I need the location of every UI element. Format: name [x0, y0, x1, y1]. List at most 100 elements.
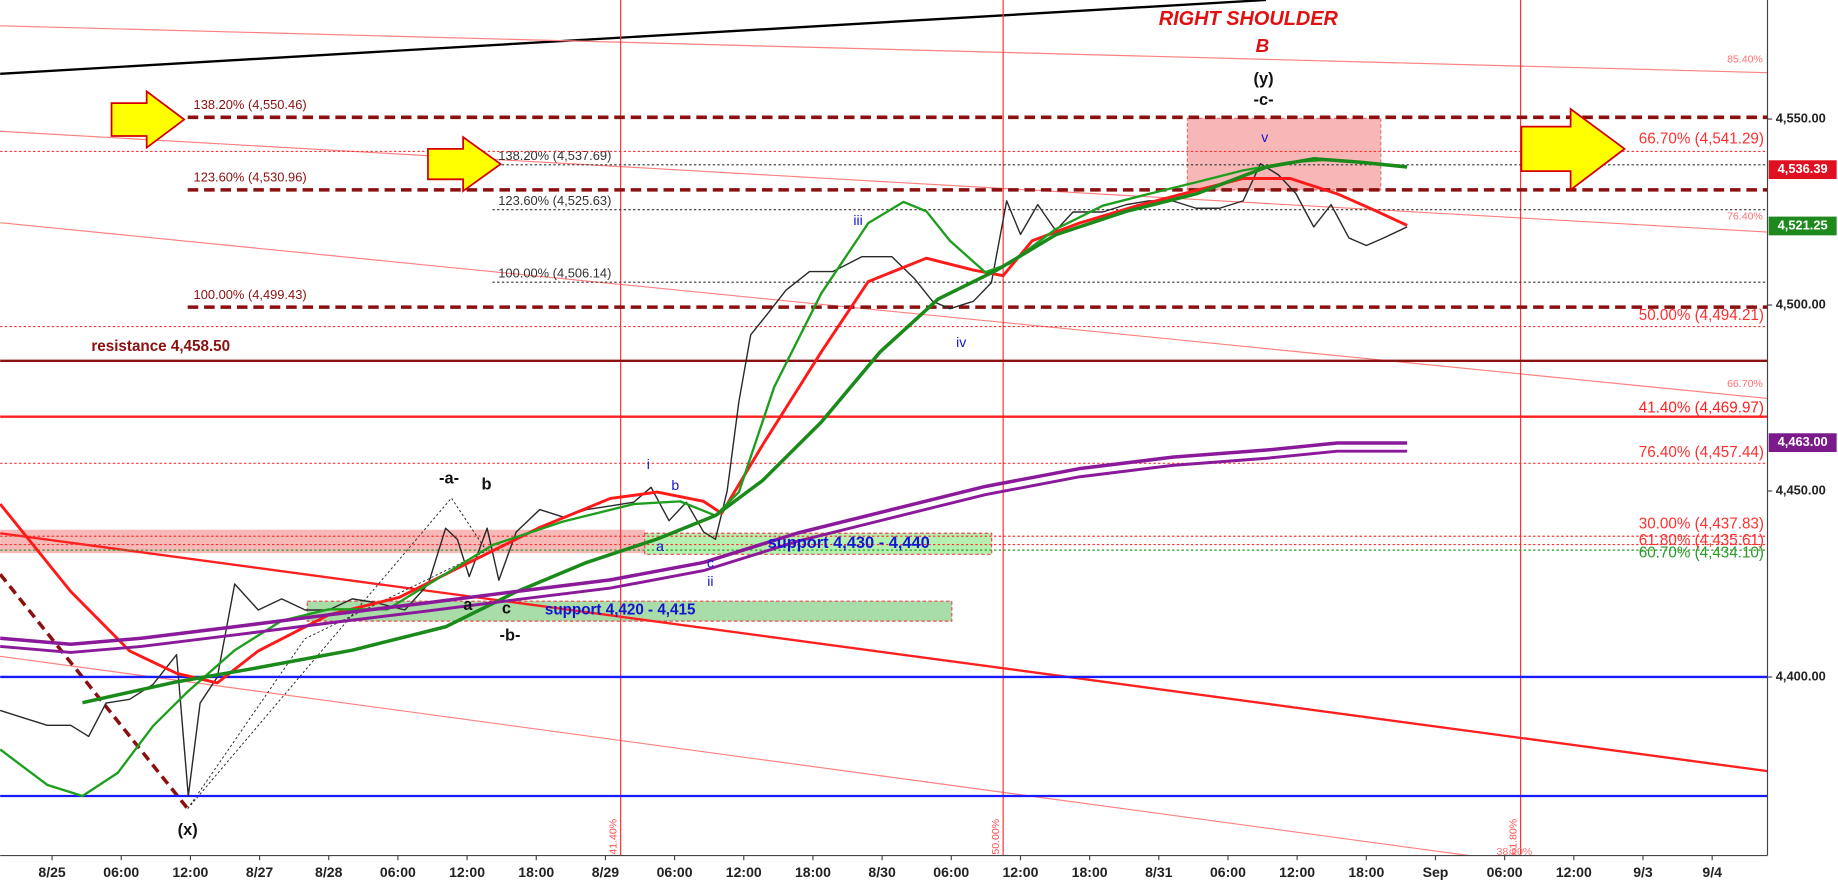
trendline [0, 573, 190, 810]
level-label: 41.40% (4,469.97) [1639, 400, 1764, 417]
trendlines [0, 0, 1768, 862]
level-label: 30.00% (4,437.83) [1639, 516, 1764, 533]
levels: 41.40% 50.00% 61.80% 138.20% (4,550.46) 123.… [0, 0, 1768, 856]
trendline [0, 222, 1768, 400]
price-label-box [1768, 433, 1837, 453]
level-label: 100.00% (4,499.43) [194, 287, 307, 302]
x-tick-label: 06:00 [657, 864, 693, 880]
level-label: 123.60% (4,525.63) [498, 193, 611, 208]
x-tick-label: 9/3 [1633, 864, 1653, 880]
trendline [0, 655, 1513, 862]
annotations: RIGHT SHOULDER B (y) -c- v iii iv i b a … [91, 8, 1762, 858]
x-tick-label: 12:00 [726, 864, 762, 880]
moving-average-band [0, 449, 1408, 654]
resistance-zone [0, 529, 645, 554]
trendline [187, 497, 488, 809]
annotation: RIGHT SHOULDER [1159, 8, 1339, 30]
annotation: iii [853, 212, 862, 228]
level-label: 100.00% (4,506.14) [498, 265, 611, 280]
x-tick-label: 12:00 [1556, 864, 1592, 880]
arrow [110, 89, 186, 150]
moving-average [0, 158, 1408, 798]
y-tick-label: 4,550.00 [1776, 110, 1826, 125]
vertical-line-label: 41.40% [607, 819, 619, 855]
annotation: a [463, 596, 473, 614]
price-label-box [1768, 216, 1837, 236]
x-tick-label: 06:00 [1210, 864, 1246, 880]
y-tick-label: 4,450.00 [1776, 482, 1826, 497]
x-tick-label: 06:00 [1487, 864, 1523, 880]
annotation: -c- [1254, 91, 1274, 109]
annotation: i [647, 456, 650, 472]
x-tick-label: 12:00 [449, 864, 485, 880]
x-tick-label: 18:00 [1348, 864, 1384, 880]
x-tick-label: 18:00 [1072, 864, 1108, 880]
annotation: 38.20% [1496, 846, 1532, 858]
x-tick-label: 8/27 [246, 864, 274, 880]
y-tick-label: 4,500.00 [1776, 296, 1826, 311]
moving-average [0, 441, 1408, 646]
annotation: support 4,420 - 4,415 [545, 602, 696, 619]
arrow [427, 135, 503, 193]
x-tick-label: 06:00 [380, 864, 416, 880]
x-tick-label: 12:00 [1002, 864, 1038, 880]
price-label: 4,463.00 [1778, 434, 1828, 449]
level-label: 138.20% (4,550.46) [194, 97, 307, 112]
annotation: 85.40% [1727, 54, 1763, 66]
price-label-box [1768, 160, 1837, 180]
x-tick-label: Sep [1423, 864, 1449, 880]
annotation: ii [707, 573, 713, 589]
annotation: -a- [439, 470, 459, 488]
x-tick-label: 18:00 [795, 864, 831, 880]
annotation: c [707, 554, 714, 570]
vertical-line-label: 50.00% [990, 819, 1002, 855]
price-line [0, 163, 1408, 797]
x-tick-label: 8/31 [1145, 864, 1173, 880]
x-tick-label: 8/29 [592, 864, 620, 880]
vertical-line-label: 61.80% [1507, 819, 1519, 855]
x-axis-panel [0, 855, 1838, 886]
level-label: 66.70% (4,541.29) [1639, 131, 1764, 148]
x-tick-label: 9/4 [1702, 864, 1722, 880]
trendline [0, 130, 1768, 233]
trendline [0, 0, 1266, 76]
level-label: 138.20% (4,537.69) [498, 148, 611, 163]
price-label: 4,521.25 [1778, 217, 1828, 232]
moving-average [82, 157, 1408, 705]
level-label: 61.80% (4,435.61) [1639, 532, 1764, 549]
x-tick-label: 8/28 [315, 864, 343, 880]
x-tick-label: 12:00 [172, 864, 208, 880]
annotation: -b- [500, 627, 521, 645]
annotation: B [1256, 35, 1270, 56]
trendline [0, 532, 1768, 773]
y-tick-label: 4,400.00 [1776, 668, 1826, 683]
x-tick-label: 8/30 [868, 864, 896, 880]
annotation: b [482, 476, 492, 494]
x-tick-label: 8/25 [38, 864, 66, 880]
trendline [0, 25, 1768, 74]
annotation: support 4,430 - 4,440 [768, 534, 930, 552]
series [0, 157, 1408, 798]
annotation: c [502, 600, 511, 618]
annotation: v [1261, 129, 1268, 145]
level-label: 60.70% (4,434.10) [1639, 545, 1764, 562]
x-tick-label: 06:00 [933, 864, 969, 880]
annotation: resistance 4,458.50 [91, 338, 230, 355]
x-tick-label: 06:00 [103, 864, 139, 880]
annotation: iv [956, 334, 966, 350]
annotation: b [671, 477, 679, 493]
annotation: (y) [1254, 70, 1274, 88]
level-label: 76.40% (4,457.44) [1639, 444, 1764, 461]
level-label: 50.00% (4,494.21) [1639, 307, 1764, 324]
annotation: 76.40% [1727, 211, 1763, 223]
x-tick-label: 12:00 [1279, 864, 1315, 880]
arrow [1520, 107, 1626, 192]
level-label: 123.60% (4,530.96) [194, 170, 307, 185]
annotation: 66.70% [1727, 378, 1763, 390]
annotation: a [656, 538, 664, 554]
x-tick-label: 18:00 [518, 864, 554, 880]
price-label: 4,536.39 [1778, 161, 1828, 176]
annotation: (x) [178, 821, 198, 839]
